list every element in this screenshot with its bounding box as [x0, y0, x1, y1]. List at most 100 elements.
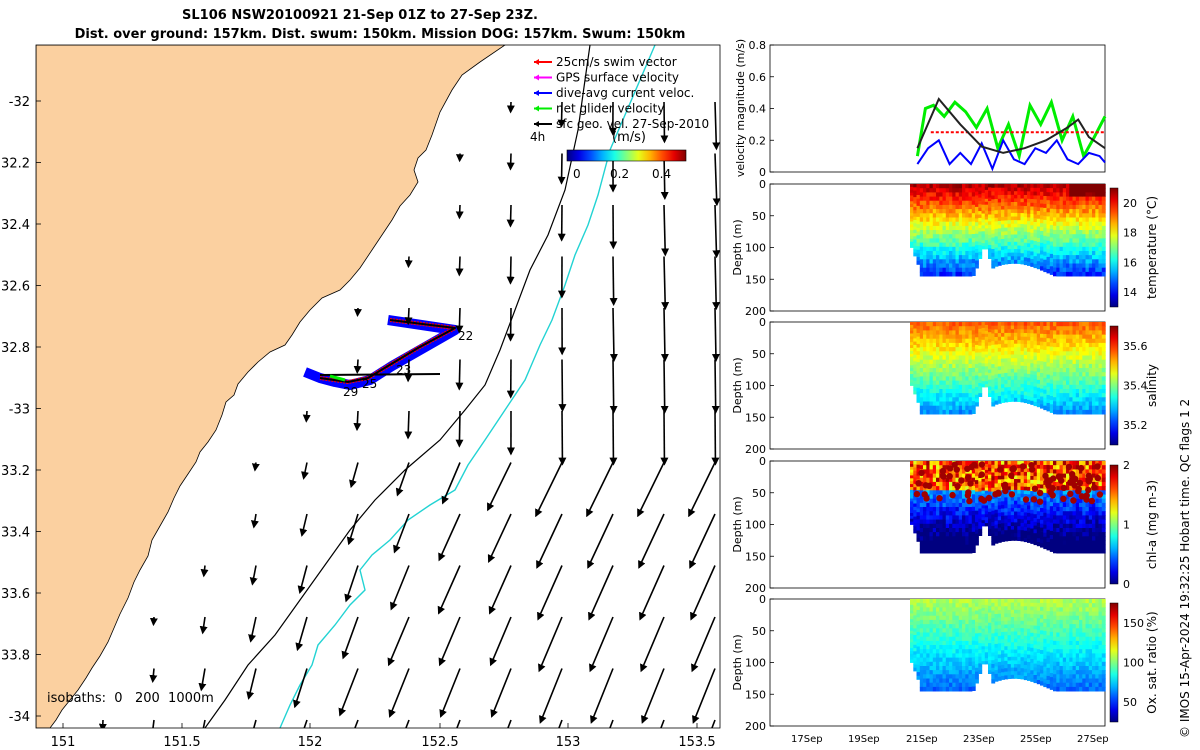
section-cell	[945, 351, 950, 356]
section-cell	[952, 502, 957, 508]
section-cell	[919, 196, 924, 202]
section-cell	[1066, 225, 1070, 231]
section-cell	[984, 613, 989, 618]
section-cell	[965, 532, 970, 537]
section-cell	[1027, 381, 1031, 386]
section-cell	[997, 639, 1002, 644]
section-cell	[945, 507, 950, 512]
section-cell	[988, 248, 992, 253]
section-cell	[945, 674, 950, 679]
section-cell	[968, 532, 973, 537]
section-cell	[994, 651, 999, 656]
section-cell	[1066, 238, 1070, 243]
section-cell	[936, 640, 940, 646]
section-cell	[939, 192, 944, 197]
section-cell	[1056, 338, 1061, 344]
section-cell	[1014, 365, 1018, 370]
section-cell	[1085, 192, 1090, 197]
section-cell	[1059, 461, 1064, 466]
map-x-tick-label: 152.5	[421, 735, 458, 750]
section-cell	[1088, 334, 1093, 340]
section-cell	[923, 267, 927, 273]
section-cell	[1027, 366, 1031, 371]
section-cell	[1017, 184, 1022, 188]
section-cell	[1056, 401, 1061, 407]
section-cell	[1033, 248, 1038, 253]
section-cell	[945, 599, 950, 604]
section-cell	[1079, 192, 1083, 197]
section-cell	[926, 469, 931, 474]
section-cell	[923, 511, 927, 516]
section-cell	[939, 238, 944, 243]
section-cell	[1079, 409, 1083, 415]
section-cell	[991, 337, 996, 342]
section-cell	[1069, 523, 1074, 529]
section-cell	[1014, 194, 1018, 199]
section-cell	[955, 670, 960, 675]
current-vector-arrow	[609, 359, 618, 414]
section-cell	[1007, 184, 1012, 188]
section-cell	[1001, 621, 1005, 625]
section-cell	[978, 359, 983, 364]
section-cell	[968, 347, 973, 352]
section-cell	[1023, 220, 1028, 225]
section-cell	[971, 498, 976, 503]
section-cell	[1095, 351, 1100, 356]
section-cell	[1040, 199, 1044, 204]
section-cell	[949, 519, 953, 525]
section-cell	[1095, 217, 1100, 223]
section-cell	[955, 217, 960, 223]
section-cell	[919, 670, 924, 675]
section-cell	[994, 532, 999, 537]
section-cell	[984, 192, 989, 197]
section-cell	[1072, 372, 1077, 377]
section-cell	[1001, 672, 1005, 677]
section-cell	[1001, 639, 1005, 644]
section-cell	[1010, 361, 1015, 366]
section-cell	[926, 322, 931, 327]
section-cell	[962, 267, 966, 273]
section-cell	[1092, 528, 1096, 533]
section-cell	[991, 352, 996, 357]
section-cell	[1010, 234, 1015, 239]
section-cell	[1075, 330, 1080, 335]
section-cell	[1095, 230, 1100, 235]
section-cell	[910, 221, 914, 225]
section-cell	[1062, 342, 1067, 348]
section-cell	[1088, 494, 1093, 500]
section-cell	[1017, 500, 1022, 505]
section-cell	[1059, 251, 1064, 256]
section-cell	[1056, 255, 1061, 260]
section-cell	[955, 334, 960, 340]
section-cell	[1033, 506, 1038, 511]
velocity-y-tick-label: 0.4	[749, 103, 767, 116]
section-cell	[1033, 502, 1038, 507]
section-cell	[932, 477, 937, 483]
section-cell	[913, 374, 918, 378]
section-cell	[1043, 196, 1048, 201]
section-cell	[1040, 468, 1044, 474]
section-cell	[994, 351, 999, 356]
section-cell	[1066, 271, 1070, 277]
section-cell	[1046, 505, 1051, 510]
section-cell	[978, 349, 983, 353]
section-cell	[923, 380, 927, 386]
section-cell	[965, 661, 970, 667]
current-vector-arrow	[439, 668, 461, 718]
section-cell	[1066, 389, 1070, 394]
section-cell	[981, 610, 986, 615]
section-cell	[942, 502, 947, 508]
section-cell	[929, 624, 934, 629]
section-cell	[984, 204, 989, 208]
chla-high-dot	[1077, 464, 1085, 472]
section-cell	[965, 347, 970, 352]
section-cell	[975, 599, 979, 604]
section-cell	[1033, 260, 1038, 265]
section-cell	[1101, 234, 1106, 239]
section-cell	[919, 599, 924, 604]
section-cell	[1004, 628, 1009, 633]
isobath-1000m	[279, 45, 656, 728]
section-cell	[981, 649, 986, 653]
section-cell	[962, 271, 966, 277]
